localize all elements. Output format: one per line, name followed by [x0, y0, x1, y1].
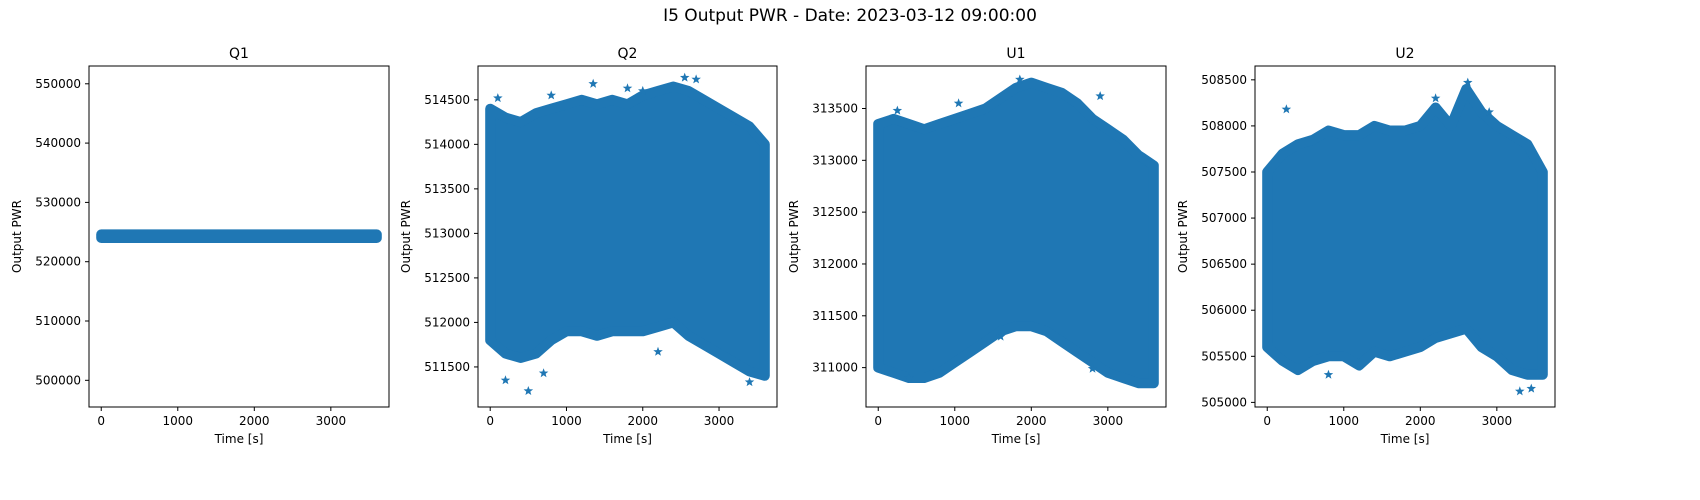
y-tick-label: 506000	[1201, 303, 1247, 317]
x-tick-label: 3000	[316, 414, 347, 428]
x-tick-label: 3000	[1482, 414, 1513, 428]
x-tick-label: 1000	[1329, 414, 1360, 428]
y-tick-label: 540000	[35, 136, 81, 150]
outlier-point-4	[638, 85, 648, 95]
outlier-point-1	[546, 90, 556, 100]
scatter-points	[96, 229, 382, 243]
axes-frame	[88, 65, 390, 408]
series-band-0	[1262, 84, 1548, 380]
x-tick-label: 1000	[163, 414, 194, 428]
outlier-point-9	[538, 368, 549, 378]
x-tick-label: 0	[486, 414, 494, 428]
outlier-point-4	[1087, 363, 1098, 373]
y-tick-label: 512000	[424, 315, 470, 329]
outlier-point-4	[1515, 386, 1525, 396]
y-axis-label: Output PWR	[10, 200, 24, 273]
x-tick-label: 2000	[1016, 414, 1047, 428]
scatter-points	[485, 72, 770, 395]
scatter-points	[873, 74, 1159, 389]
y-tick-label: 512500	[424, 271, 470, 285]
y-tick-label: 311500	[812, 309, 858, 323]
outlier-point-6	[995, 331, 1006, 341]
y-tick-label: 530000	[35, 195, 81, 209]
y-tick-label: 550000	[35, 77, 81, 91]
outlier-point-1	[953, 98, 964, 108]
y-tick-label: 507500	[1201, 165, 1247, 179]
axes-frame	[1254, 65, 1556, 408]
y-tick-label: 513000	[424, 226, 470, 240]
y-tick-label: 514000	[424, 137, 470, 151]
x-tick-label: 0	[1263, 414, 1271, 428]
outlier-point-1	[1430, 93, 1441, 103]
series-band-0	[485, 81, 770, 381]
x-tick-label: 0	[97, 414, 105, 428]
x-tick-label: 1000	[551, 414, 582, 428]
axes-frame	[477, 65, 778, 408]
y-tick-label: 313000	[812, 153, 858, 167]
y-tick-label: 511500	[424, 360, 470, 374]
y-axis-label: Output PWR	[399, 200, 413, 273]
x-tick-label: 0	[874, 414, 882, 428]
x-tick-label: 2000	[1405, 414, 1436, 428]
outlier-point-3	[1484, 107, 1494, 117]
outlier-point-6	[1323, 369, 1334, 379]
outlier-point-3	[1095, 91, 1105, 101]
y-tick-label: 508500	[1201, 73, 1247, 87]
series-band-0	[873, 77, 1159, 389]
x-tick-label: 3000	[704, 414, 735, 428]
chart-0: 0 1000 2000 3000 500000 510000 520000 530000 540…	[10, 46, 390, 446]
chart-1: 0 1000 2000 3000 511500 512000 512500 513000 513…	[399, 46, 778, 446]
scatter-points	[1262, 77, 1548, 396]
y-tick-label: 508000	[1201, 119, 1247, 133]
y-axis-label: Output PWR	[1176, 200, 1190, 273]
y-tick-label: 500000	[35, 373, 81, 387]
x-tick-label: 2000	[627, 414, 658, 428]
outlier-point-5	[1526, 383, 1536, 393]
axes-frame	[865, 65, 1167, 408]
outlier-point-3	[622, 83, 633, 93]
y-tick-label: 510000	[35, 314, 81, 328]
outlier-point-6	[691, 74, 701, 84]
x-axis-label: Time [s]	[991, 432, 1041, 446]
y-tick-label: 505500	[1201, 349, 1247, 363]
outlier-point-2	[1463, 77, 1473, 87]
x-axis-label: Time [s]	[214, 432, 264, 446]
outlier-point-10	[653, 346, 663, 356]
y-tick-label: 514500	[424, 93, 470, 107]
chart-2: 0 1000 2000 3000 311000 311500 312000 312500 313…	[787, 46, 1167, 446]
outlier-point-11	[744, 377, 755, 387]
y-axis-label: Output PWR	[787, 200, 801, 273]
y-tick-label: 507000	[1201, 211, 1247, 225]
y-tick-label: 506500	[1201, 257, 1247, 271]
x-tick-label: 1000	[940, 414, 971, 428]
y-tick-label: 505000	[1201, 395, 1247, 409]
y-tick-label: 312500	[812, 205, 858, 219]
x-tick-label: 2000	[239, 414, 270, 428]
y-tick-label: 313500	[812, 101, 858, 115]
x-axis-label: Time [s]	[602, 432, 652, 446]
outlier-point-2	[588, 78, 598, 88]
subplot-title: Q1	[229, 46, 249, 62]
outlier-point-5	[680, 72, 690, 82]
y-tick-label: 311000	[812, 361, 858, 375]
y-tick-label: 513500	[424, 182, 470, 196]
figure-title: I5 Output PWR - Date: 2023-03-12 09:00:0…	[663, 6, 1037, 26]
outlier-point-5	[904, 373, 914, 382]
y-tick-label: 312000	[812, 257, 858, 271]
x-tick-label: 3000	[1093, 414, 1124, 428]
y-tick-label: 520000	[35, 255, 81, 269]
outlier-point-8	[523, 386, 534, 395]
outlier-point-0	[493, 93, 503, 103]
subplot-title: U2	[1395, 46, 1414, 62]
subplot-title: Q2	[618, 46, 638, 62]
outlier-point-7	[500, 375, 511, 385]
subplot-title: U1	[1006, 46, 1025, 62]
outlier-point-0	[892, 105, 903, 115]
series-band-0	[96, 229, 382, 243]
outlier-point-2	[1015, 74, 1025, 84]
outlier-point-0	[1281, 104, 1292, 114]
x-axis-label: Time [s]	[1380, 432, 1430, 446]
chart-3: 0 1000 2000 3000 505000 505500 506000 506500 507…	[1176, 46, 1556, 446]
